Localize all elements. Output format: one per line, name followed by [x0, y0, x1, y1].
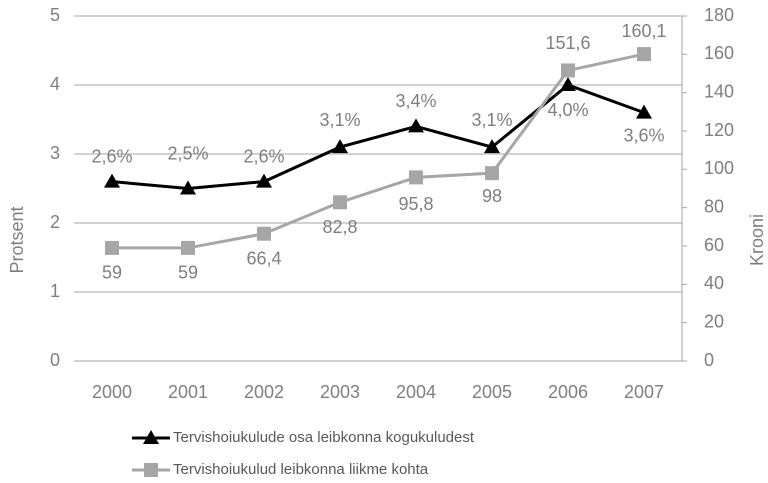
x-tick-label: 2002 [244, 382, 284, 402]
marker [408, 118, 424, 133]
y-tick-label: 2 [50, 212, 60, 232]
data-label: 98 [482, 186, 502, 206]
legend-marker [143, 430, 159, 444]
y2-tick-label: 100 [704, 158, 734, 178]
marker [636, 104, 652, 119]
marker [409, 170, 423, 185]
marker [561, 63, 575, 78]
marker [333, 195, 347, 210]
data-label: 3,1% [471, 110, 512, 130]
y2-tick-label: 120 [704, 120, 734, 140]
data-label: 3,1% [319, 110, 360, 130]
x-tick-label: 2003 [320, 382, 360, 402]
y2-tick-label: 140 [704, 81, 734, 101]
x-tick-label: 2005 [472, 382, 512, 402]
marker [560, 77, 576, 91]
series-line [112, 52, 645, 250]
marker [332, 139, 348, 154]
marker [180, 180, 196, 195]
y2-tick-label: 80 [704, 196, 724, 216]
y2-tick-label: 0 [704, 350, 714, 370]
marker [484, 139, 500, 154]
data-label: 4,0% [547, 100, 588, 120]
data-label: 82,8 [322, 217, 357, 237]
y2-tick-label: 40 [704, 273, 724, 293]
data-label: 2,6% [91, 146, 132, 166]
y2-tick-label: 20 [704, 311, 724, 331]
legend-label: Tervishoiukulud leibkonna liikme kohta [173, 461, 429, 478]
y2-tick-label: 160 [704, 43, 734, 63]
y2-tick-label: 180 [704, 5, 734, 25]
data-label: 2,5% [167, 143, 208, 163]
y-axis-label: Protsent [7, 206, 27, 273]
x-tick-label: 2004 [396, 382, 436, 402]
marker [257, 226, 271, 241]
y-tick-label: 5 [50, 5, 60, 25]
series-line [111, 83, 645, 191]
y-tick-label: 4 [50, 74, 60, 94]
data-label: 59 [178, 263, 198, 283]
x-tick-label: 2001 [168, 382, 208, 402]
y-tick-label: 1 [50, 281, 60, 301]
data-label: 59 [102, 263, 122, 283]
x-tick-label: 2000 [92, 382, 132, 402]
data-label: 95,8 [398, 194, 433, 214]
legend: Tervishoiukulude osa leibkonna kogukulud… [132, 429, 475, 478]
marker [181, 240, 195, 255]
legend-label: Tervishoiukulude osa leibkonna kogukulud… [173, 429, 475, 446]
data-label: 2,6% [243, 146, 284, 166]
marker [256, 173, 272, 188]
data-label: 3,6% [623, 125, 664, 145]
y2-axis-label: Krooni [747, 214, 767, 266]
y-tick-label: 0 [50, 350, 60, 370]
marker [637, 47, 651, 62]
x-tick-label: 2006 [548, 382, 588, 402]
data-label: 151,6 [545, 33, 590, 53]
y2-tick-label: 60 [704, 235, 724, 255]
data-label: 160,1 [621, 21, 666, 41]
marker [105, 240, 119, 255]
legend-marker [144, 463, 158, 477]
x-tick-label: 2007 [624, 382, 664, 402]
marker [104, 173, 120, 188]
marker [485, 166, 499, 181]
data-label: 3,4% [395, 91, 436, 111]
y-tick-label: 3 [50, 143, 60, 163]
data-label: 66,4 [246, 248, 281, 268]
